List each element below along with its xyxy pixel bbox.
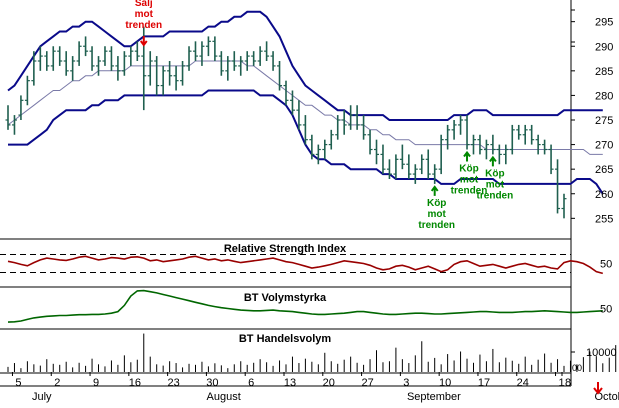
price-tick-label: 295 [595,17,613,29]
annotation-layer: SäljmottrendenKöpmottrendenKöpmottrenden… [125,0,603,395]
price-tick-label: 265 [595,164,613,176]
rsi-panel: Relative Strength Index [0,243,604,275]
day-label: 30 [206,377,218,389]
volume-panel: BT Handelsvolym [7,333,617,372]
day-label: 17 [478,377,490,389]
rsi-tick-label: 50 [600,259,612,271]
month-label: September [407,391,461,403]
volume-unit-label: 00 [572,363,582,373]
volume-tick-label: 10000 [586,347,617,359]
buy-signal-label: Köp [459,164,478,175]
scroll-down-arrow-icon [593,382,603,395]
buy-signal-label: Köp [427,198,446,209]
moving-average-line [7,60,603,155]
buy-arrow-icon [463,150,471,162]
day-label: 20 [323,377,335,389]
sell-signal-label: mot [135,9,154,20]
strength-tick-label: 50 [600,304,612,316]
buy-signal-label: Köp [485,168,504,179]
sell-signal-label: Sälj [135,0,153,9]
price-tick-label: 285 [595,66,613,78]
sell-signal-label: trenden [125,20,162,31]
price-panel [5,10,604,219]
day-label: 13 [284,377,296,389]
grid-layer [0,0,572,387]
lower-band-line [8,89,604,195]
sell-arrow-icon [139,36,148,47]
day-label: 27 [361,377,373,389]
day-label: 24 [517,377,529,389]
day-label: 9 [93,377,99,389]
volume-title: BT Handelsvolym [239,333,332,345]
buy-signal-label: mot [486,179,505,190]
volume-strength-title: BT Volymstyrka [244,292,327,304]
price-tick-label: 275 [595,115,613,127]
day-label: 3 [403,377,409,389]
axis-layer: 295 290 285 280 275 270 265 260 255 50 50 10000 00 5 2… [11,9,619,403]
month-label: July [32,391,52,403]
day-label: 23 [168,377,180,389]
price-tick-label: 280 [595,90,613,102]
buy-arrow-icon [489,155,497,167]
volume-strength-line [7,289,603,323]
price-tick-label: 260 [595,189,613,201]
month-label: August [207,391,241,403]
month-label: October [594,391,619,403]
buy-arrow-icon [430,185,439,196]
buy-signal-label: trenden [451,186,488,197]
buy-signal-label: mot [460,175,479,186]
volume-strength-panel: BT Volymstyrka [7,289,603,323]
price-tick-label: 270 [595,140,613,152]
upper-band-line [7,10,603,121]
rsi-line [7,255,604,275]
buy-signal-label: mot [428,209,447,220]
day-label: 1 [558,377,564,389]
day-label: 8 [565,377,571,389]
rsi-title: Relative Strength Index [224,243,347,255]
day-label: 10 [439,377,451,389]
price-tick-label: 290 [595,41,613,53]
day-label: 5 [15,377,21,389]
day-label: 6 [248,377,254,389]
day-label: 16 [129,377,141,389]
day-label: 2 [54,377,60,389]
buy-signal-label: trenden [418,220,455,231]
buy-signal-label: trenden [477,190,514,201]
price-tick-label: 255 [595,213,613,225]
